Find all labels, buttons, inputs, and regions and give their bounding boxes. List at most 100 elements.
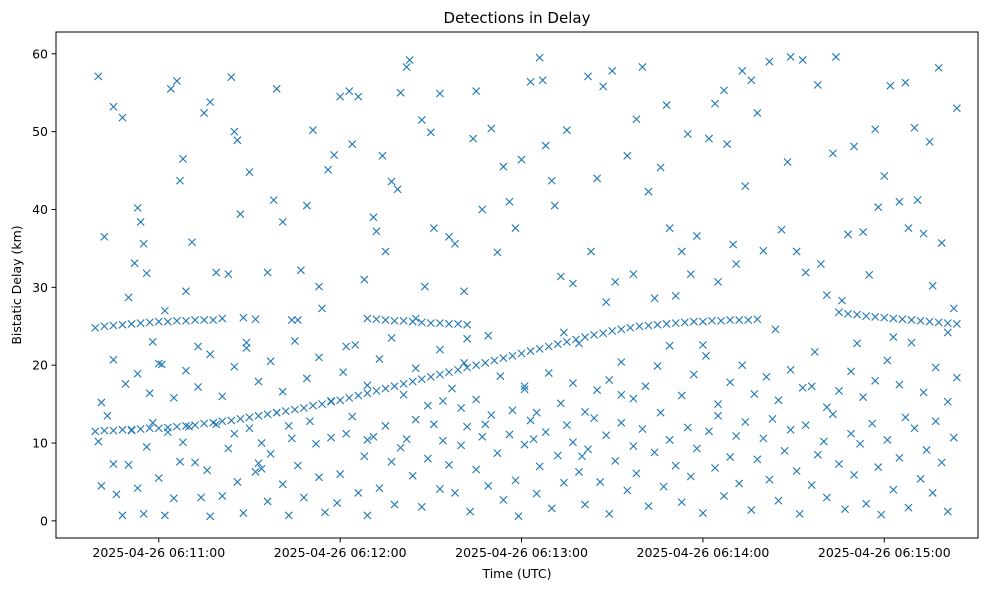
data-point — [212, 268, 221, 277]
data-point — [142, 442, 151, 451]
data-point — [363, 314, 372, 323]
data-point — [284, 421, 293, 430]
data-point — [109, 102, 118, 111]
data-point — [118, 320, 127, 329]
data-point — [738, 66, 747, 75]
data-point — [774, 496, 783, 505]
data-point — [738, 361, 747, 370]
data-point — [160, 511, 169, 520]
y-tick-label: 10 — [32, 436, 48, 451]
data-point — [139, 509, 148, 518]
data-point — [375, 484, 384, 493]
data-point — [883, 356, 892, 365]
data-point — [541, 428, 550, 437]
data-point — [163, 428, 172, 437]
data-point — [729, 240, 738, 249]
data-point — [641, 382, 650, 391]
data-point — [127, 425, 136, 434]
data-point — [200, 108, 209, 117]
y-tick-label: 0 — [40, 513, 48, 528]
data-point — [931, 363, 940, 372]
data-point — [550, 201, 559, 210]
data-point — [236, 210, 245, 219]
data-point — [556, 272, 565, 281]
data-point — [629, 394, 638, 403]
data-point — [293, 316, 302, 325]
data-point — [454, 365, 463, 374]
data-point — [850, 470, 859, 479]
data-point — [454, 319, 463, 328]
data-point — [747, 505, 756, 514]
data-point — [768, 414, 777, 423]
data-point — [901, 78, 910, 87]
data-point — [632, 115, 641, 124]
data-point — [315, 282, 323, 291]
data-point — [435, 319, 444, 328]
data-point — [943, 319, 952, 328]
data-point — [251, 315, 260, 324]
data-point — [925, 317, 934, 326]
data-point — [910, 424, 919, 433]
data-point — [822, 291, 831, 300]
data-point — [472, 395, 481, 404]
data-point — [139, 239, 148, 248]
data-point — [928, 488, 937, 497]
data-point — [780, 446, 789, 455]
x-tick-label: 2025-04-26 06:14:00 — [637, 545, 770, 560]
data-point — [904, 503, 913, 512]
data-point — [118, 425, 127, 434]
data-point — [311, 439, 320, 448]
data-point — [387, 333, 396, 342]
data-point — [871, 312, 880, 321]
data-point — [296, 266, 305, 275]
data-point — [571, 335, 580, 344]
data-point — [272, 84, 281, 93]
data-point — [608, 66, 617, 75]
data-point — [239, 313, 248, 322]
data-point — [499, 354, 508, 363]
data-point — [293, 461, 302, 470]
data-point — [689, 317, 698, 326]
data-point — [460, 287, 469, 296]
data-point — [330, 151, 339, 159]
data-point — [617, 358, 626, 367]
data-point — [363, 511, 372, 520]
data-point — [236, 414, 245, 423]
data-point — [399, 379, 408, 388]
data-point — [587, 247, 596, 256]
data-point — [511, 476, 520, 485]
data-point — [94, 437, 103, 446]
data-point — [786, 52, 795, 61]
data-point — [499, 162, 508, 171]
data-point — [535, 344, 544, 353]
data-point — [581, 500, 590, 509]
data-point — [423, 401, 432, 410]
data-point — [444, 319, 453, 328]
x-tick-label: 2025-04-26 06:12:00 — [274, 545, 407, 560]
data-point — [844, 309, 853, 318]
data-point — [230, 362, 239, 371]
data-point — [457, 404, 466, 412]
data-point — [865, 270, 874, 279]
data-point — [160, 306, 169, 315]
data-point — [218, 417, 227, 426]
data-point — [194, 342, 203, 351]
data-point — [348, 140, 357, 149]
data-point — [871, 125, 880, 134]
data-point — [568, 438, 577, 447]
x-tick-label: 2025-04-26 06:15:00 — [818, 545, 951, 560]
data-point — [145, 424, 154, 433]
data-point — [133, 203, 142, 212]
data-point — [405, 56, 414, 65]
data-point — [212, 420, 221, 429]
data-point — [369, 432, 378, 441]
data-point — [91, 323, 100, 332]
data-point — [308, 126, 317, 135]
data-point — [109, 321, 118, 330]
data-point — [617, 418, 626, 427]
data-point — [801, 421, 810, 430]
data-point — [299, 404, 308, 412]
data-point — [741, 182, 750, 191]
data-point — [417, 318, 426, 327]
data-point — [632, 469, 641, 478]
